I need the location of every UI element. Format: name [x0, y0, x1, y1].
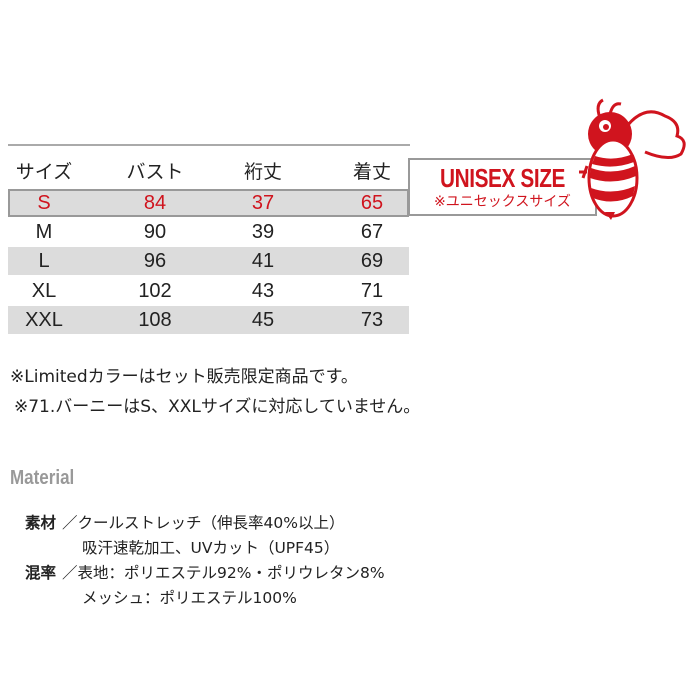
- cell-length: 69: [360, 250, 384, 272]
- material-label: 混率: [25, 564, 57, 582]
- cell-size: L: [38, 250, 50, 272]
- table-row: XL 102 43 71: [8, 277, 409, 305]
- divider: [8, 144, 410, 146]
- cell-bust: 96: [143, 250, 167, 272]
- material-text: メッシュ：ポリエステル100%: [82, 589, 297, 607]
- cell-size: S: [37, 192, 51, 214]
- table-row: XXL 108 45 73: [8, 306, 409, 334]
- header-sleeve: 裄丈: [243, 162, 282, 183]
- unisex-size-badge: UNISEX SIZE ※ユニセックスサイズ: [408, 158, 597, 216]
- header-bust: バスト: [126, 162, 184, 183]
- bee-mascot-icon: [579, 98, 686, 220]
- cell-bust: 108: [138, 309, 172, 331]
- cell-sleeve: 39: [251, 221, 275, 243]
- table-row: M 90 39 67: [8, 218, 409, 246]
- cell-bust: 102: [138, 280, 172, 302]
- material-text: 吸汗速乾加工、UVカット（UPF45）: [82, 539, 340, 557]
- material-text: ／クールストレッチ（伸長率40%以上）: [62, 514, 345, 532]
- unisex-subtitle: ※ユニセックスサイズ: [434, 194, 571, 210]
- cell-sleeve: 41: [251, 250, 275, 272]
- table-row: S 84 37 65: [8, 189, 409, 217]
- cell-size: M: [35, 221, 53, 243]
- cell-sleeve: 43: [251, 280, 275, 302]
- material-text: ／表地：ポリエステル92%・ポリウレタン8%: [62, 564, 385, 582]
- note-sizes: ※71.バーニーはS、XXLサイズに対応していません。: [14, 397, 421, 417]
- header-length: 着丈: [352, 162, 391, 183]
- cell-size: XXL: [25, 309, 63, 331]
- cell-length: 67: [360, 221, 384, 243]
- table-header: サイズ バスト 裄丈 着丈: [8, 159, 409, 187]
- cell-size: XL: [31, 280, 57, 302]
- cell-length: 71: [360, 280, 384, 302]
- cell-sleeve: 45: [251, 309, 275, 331]
- cell-length: 65: [360, 192, 384, 214]
- note-limited: ※Limitedカラーはセット販売限定商品です。: [10, 367, 358, 387]
- table-row: L 96 41 69: [8, 247, 409, 275]
- header-size: サイズ: [15, 162, 73, 183]
- cell-length: 73: [360, 309, 384, 331]
- material-label: 素材: [25, 514, 57, 532]
- cell-sleeve: 37: [251, 192, 275, 214]
- cell-bust: 84: [143, 192, 167, 214]
- unisex-title: UNISEX SIZE: [439, 163, 566, 193]
- cell-bust: 90: [143, 221, 167, 243]
- material-heading: Material: [10, 467, 75, 489]
